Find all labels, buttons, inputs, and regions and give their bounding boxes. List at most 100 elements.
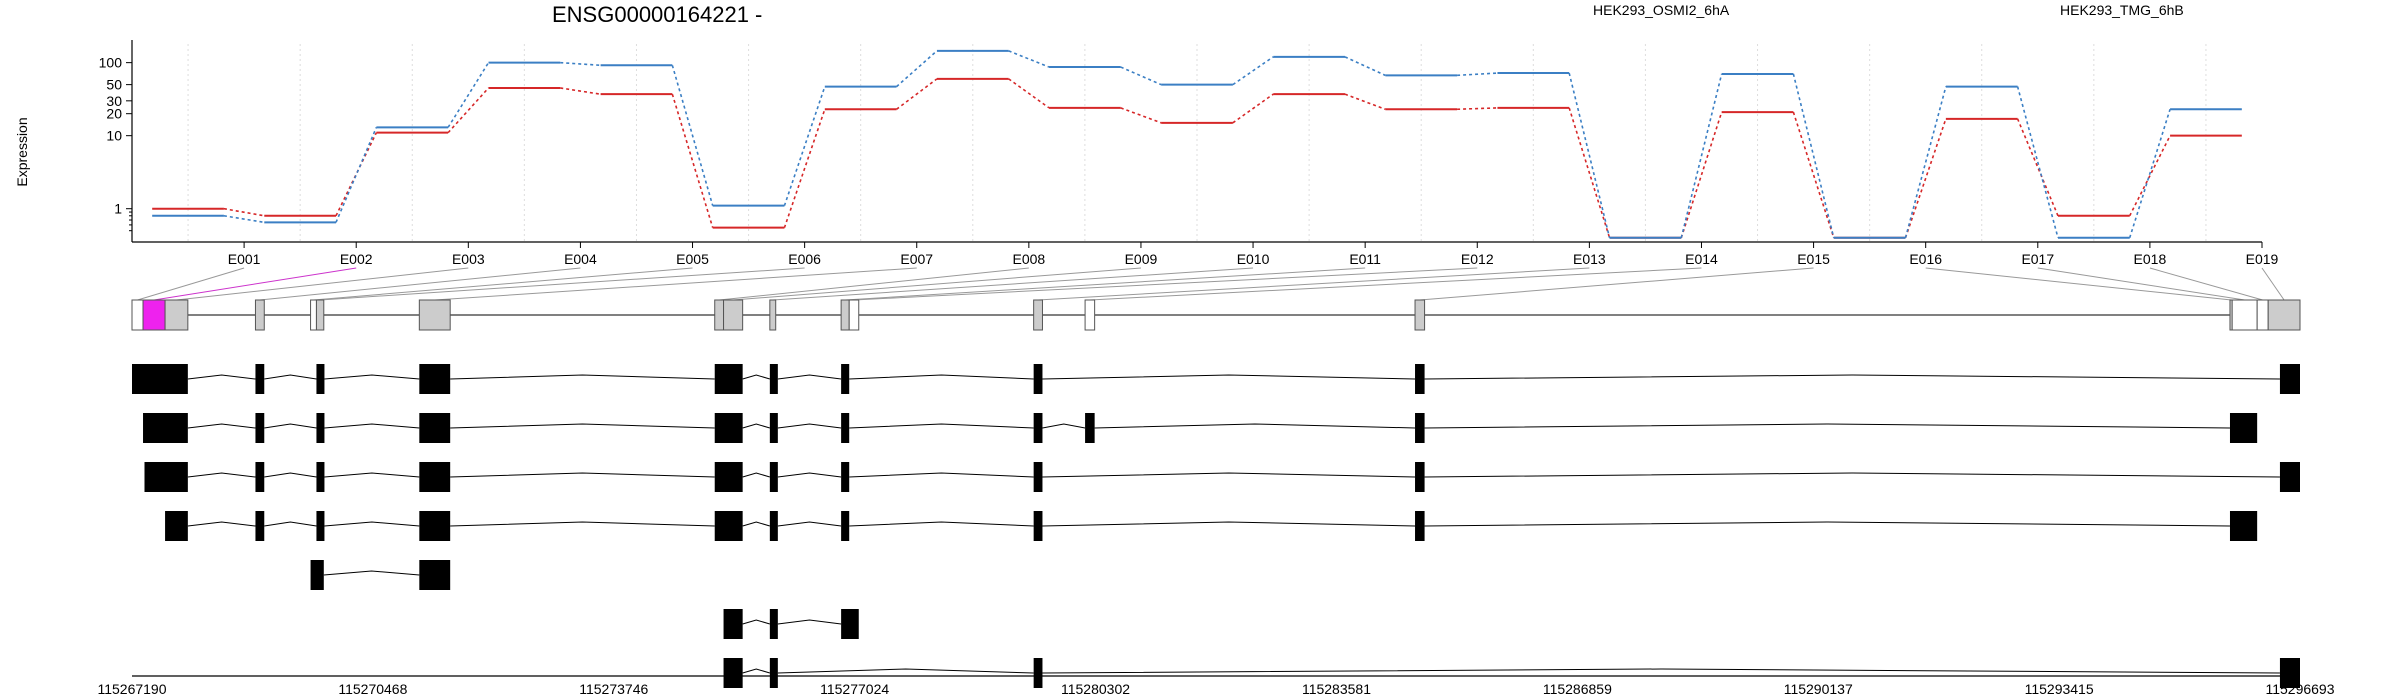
x-tick-label: E011 — [1349, 251, 1381, 267]
series-connector — [447, 62, 490, 128]
intron-line — [1042, 521, 1416, 527]
intron-line — [187, 423, 256, 429]
intron-line — [777, 374, 842, 380]
exon-connector — [845, 267, 1366, 301]
x-tick-label: E007 — [900, 251, 933, 267]
legend-entry-osmi2: HEK293_OSMI2_6hA — [1593, 2, 1730, 18]
y-tick-label: 1 — [114, 201, 122, 217]
transcript-exon — [316, 462, 325, 492]
exon-box — [315, 299, 325, 331]
intron-line — [450, 521, 715, 527]
transcript-exon — [2229, 413, 2258, 443]
transcript-exon — [714, 364, 743, 394]
transcript-exon — [2279, 364, 2300, 394]
series-layer — [152, 49, 2242, 239]
intron-line — [1424, 472, 2280, 478]
intron-line — [187, 521, 256, 527]
series-connector — [1344, 56, 1386, 77]
series-connector — [335, 132, 378, 217]
intron-line — [849, 472, 1034, 478]
transcript-exon — [769, 462, 778, 492]
series-connector — [896, 78, 938, 110]
x-tick-label: E009 — [1125, 251, 1158, 267]
exon-connector — [434, 267, 917, 301]
exon-connector — [719, 267, 1029, 301]
intron-line — [324, 521, 420, 527]
grid-layer — [187, 44, 2207, 242]
series-connector — [1792, 111, 1835, 239]
series-connector — [223, 207, 265, 217]
genome-tick-label: 115267190 — [97, 681, 166, 697]
intron-line — [777, 472, 842, 478]
chart-title: ENSG00000164221 - — [552, 2, 763, 27]
exon-connector — [853, 267, 1478, 301]
transcript-exon — [144, 462, 188, 492]
intron-line — [264, 374, 317, 380]
transcript-exon — [723, 658, 743, 688]
series-connector — [1232, 56, 1274, 86]
x-tick-label: E006 — [788, 251, 821, 267]
exon-connector — [313, 267, 693, 301]
genome-tick-label: 115273746 — [579, 681, 648, 697]
series-connector — [1904, 118, 1947, 239]
transcript-exon — [316, 364, 325, 394]
genome-axis-layer: 115267190 115270468 115273746 115277024 1152… — [97, 675, 2335, 697]
intron-line — [264, 423, 317, 429]
exon-connector — [153, 267, 357, 301]
genome-tick-label: 115293415 — [2025, 681, 2094, 697]
genome-tick-label: 115296693 — [2265, 681, 2334, 697]
genome-tick-label: 115286859 — [1543, 681, 1612, 697]
x-tick-label: E005 — [676, 251, 709, 267]
exon-connector — [137, 267, 245, 301]
transcript-exon — [419, 560, 451, 590]
transcript-exon — [769, 658, 778, 688]
series-connector — [783, 86, 826, 206]
transcript-exon — [1085, 413, 1095, 443]
transcript-exon — [714, 511, 743, 541]
exon-connector — [1419, 267, 1814, 301]
exon-connector — [1038, 267, 1590, 301]
transcript-exon — [769, 364, 778, 394]
genome-tick-label: 115290137 — [1784, 681, 1853, 697]
exon-box — [1033, 299, 1043, 331]
intron-line — [324, 472, 420, 478]
transcript-exon — [165, 511, 188, 541]
x-tick-label: E008 — [1012, 251, 1045, 267]
intron-line — [450, 472, 715, 478]
series-connector — [1568, 72, 1611, 238]
intron-line — [324, 423, 420, 429]
transcript-exon — [841, 364, 850, 394]
transcript-exon — [723, 609, 743, 639]
intron-line — [1424, 423, 2230, 429]
series-connector — [447, 87, 490, 134]
series-connector — [2016, 86, 2059, 238]
intron-line — [742, 668, 770, 674]
exon-connector — [2037, 267, 2245, 301]
series-connector — [1680, 73, 1723, 238]
transcript-exon — [1415, 462, 1425, 492]
transcript-exon — [1033, 511, 1043, 541]
exon-box — [769, 299, 777, 331]
transcript-exon — [316, 413, 325, 443]
connector-layer — [137, 267, 2285, 301]
intron-line — [264, 521, 317, 527]
x-tick-label: E014 — [1685, 251, 1718, 267]
intron-line — [777, 521, 842, 527]
series-connector — [1457, 107, 1498, 111]
transcript-exon — [419, 511, 451, 541]
intron-line — [849, 374, 1034, 380]
exon-box — [714, 299, 725, 331]
series-connector — [1120, 66, 1162, 86]
intron-line — [777, 619, 842, 625]
intron-line — [1424, 521, 2230, 527]
series-connector — [560, 61, 601, 67]
transcript-exon — [419, 364, 451, 394]
series-connector — [1680, 111, 1723, 239]
x-tick-label: E010 — [1237, 251, 1270, 267]
series-connector — [1008, 50, 1050, 68]
exon-box — [2231, 299, 2258, 331]
exon-box — [254, 299, 265, 331]
exon-connector — [2149, 267, 2263, 301]
series-connector — [560, 87, 601, 95]
intron-line — [777, 423, 842, 429]
